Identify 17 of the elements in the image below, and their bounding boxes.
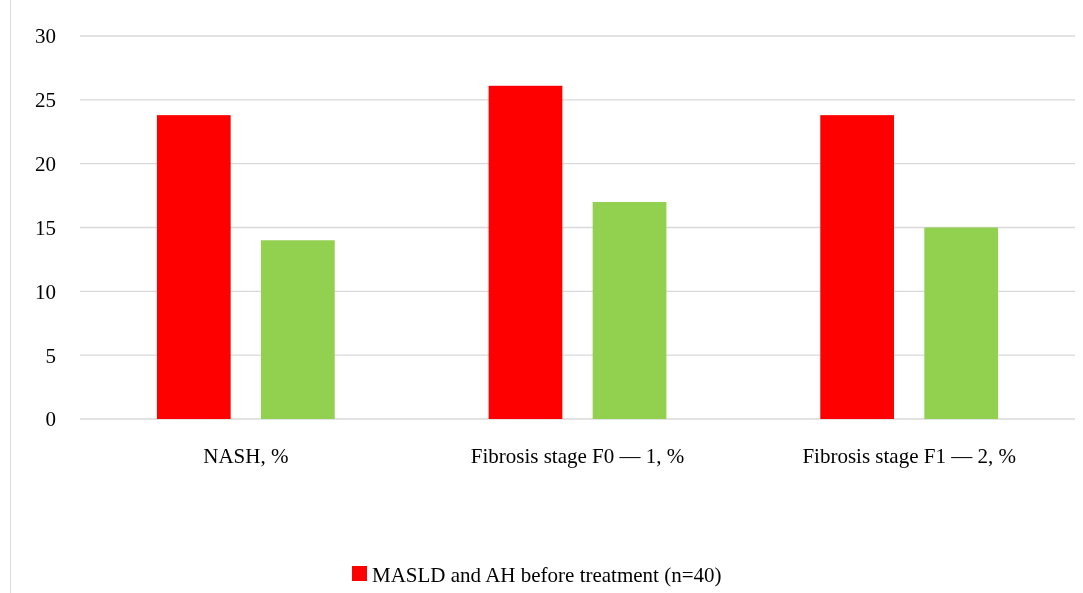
y-tick-label: 5: [45, 343, 56, 368]
y-tick-label: 0: [45, 407, 56, 432]
x-tick-label: NASH, %: [203, 444, 289, 468]
bar: [156, 115, 231, 419]
bar: [260, 240, 335, 419]
bar: [820, 115, 895, 419]
x-tick-label: Fibrosis stage F1 — 2, %: [802, 444, 1016, 468]
y-tick-label: 15: [35, 215, 56, 240]
bar: [488, 85, 563, 419]
y-tick-label: 20: [35, 152, 56, 177]
y-tick-label: 30: [35, 24, 56, 49]
y-tick-label: 10: [35, 279, 56, 304]
bar: [924, 227, 999, 419]
legend-label: MASLD and AH before treatment (n=40): [372, 563, 722, 588]
x-tick-label: Fibrosis stage F0 — 1, %: [470, 444, 685, 468]
bar: [592, 201, 667, 419]
y-tick-label: 25: [35, 88, 56, 113]
